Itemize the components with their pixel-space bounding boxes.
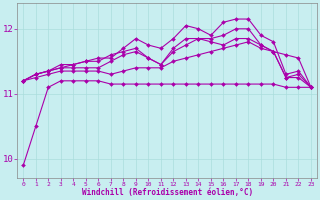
X-axis label: Windchill (Refroidissement éolien,°C): Windchill (Refroidissement éolien,°C) xyxy=(82,188,253,197)
